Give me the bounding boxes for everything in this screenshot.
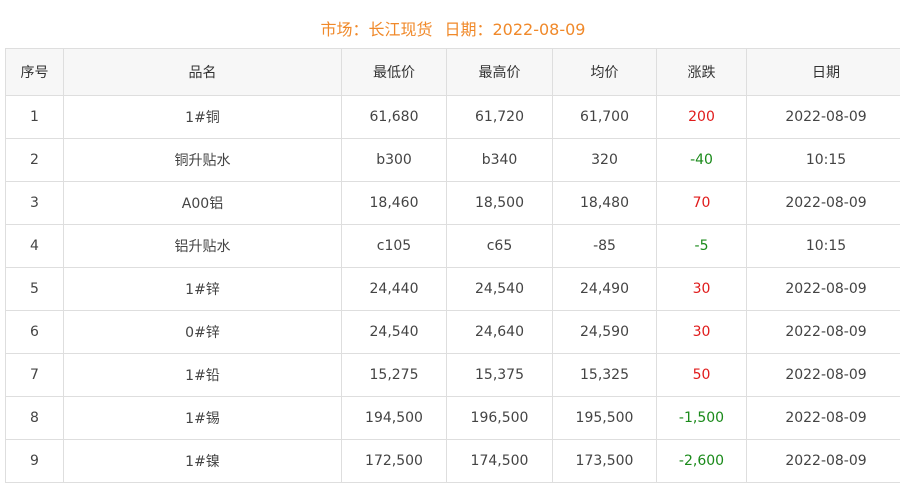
cell-change: 70 xyxy=(656,181,747,225)
cell-name: 铝升贴水 xyxy=(63,224,342,268)
column-header-name: 品名 xyxy=(63,48,342,96)
cell-date: 2022-08-09 xyxy=(746,310,900,354)
cell-date: 2022-08-09 xyxy=(746,396,900,440)
cell-index: 9 xyxy=(5,439,64,483)
cell-date: 2022-08-09 xyxy=(746,181,900,225)
cell-date: 2022-08-09 xyxy=(746,439,900,483)
cell-avg-price: 18,480 xyxy=(552,181,657,225)
cell-name: 铜升贴水 xyxy=(63,138,342,182)
cell-name: 1#铅 xyxy=(63,353,342,397)
cell-low-price: 15,275 xyxy=(341,353,447,397)
cell-change: 30 xyxy=(656,310,747,354)
table-row: 4 铝升贴水 c105 c65 -85 -5 10:15 xyxy=(5,224,900,268)
column-header-high-price: 最高价 xyxy=(446,48,553,96)
cell-name: 1#锌 xyxy=(63,267,342,311)
column-header-index: 序号 xyxy=(5,48,64,96)
cell-low-price: 24,540 xyxy=(341,310,447,354)
cell-date: 10:15 xyxy=(746,224,900,268)
cell-low-price: 18,460 xyxy=(341,181,447,225)
cell-avg-price: 15,325 xyxy=(552,353,657,397)
cell-date: 10:15 xyxy=(746,138,900,182)
cell-low-price: 61,680 xyxy=(341,95,447,139)
cell-name: 0#锌 xyxy=(63,310,342,354)
price-table: 序号 品名 最低价 最高价 均价 涨跌 日期 1 1#铜 61,680 61,720 61,700 2… xyxy=(5,48,900,483)
cell-index: 6 xyxy=(5,310,64,354)
cell-index: 7 xyxy=(5,353,64,397)
table-row: 9 1#镍 172,500 174,500 173,500 -2,600 2022-08-0… xyxy=(5,439,900,483)
cell-name: A00铝 xyxy=(63,181,342,225)
cell-low-price: 24,440 xyxy=(341,267,447,311)
table-row: 6 0#锌 24,540 24,640 24,590 30 2022-08-09 xyxy=(5,310,900,354)
cell-index: 2 xyxy=(5,138,64,182)
cell-index: 4 xyxy=(5,224,64,268)
table-row: 3 A00铝 18,460 18,500 18,480 70 2022-08-09 xyxy=(5,181,900,225)
cell-change: 30 xyxy=(656,267,747,311)
cell-change: 200 xyxy=(656,95,747,139)
cell-index: 3 xyxy=(5,181,64,225)
table-row: 1 1#铜 61,680 61,720 61,700 200 2022-08-09 xyxy=(5,95,900,139)
table-row: 7 1#铅 15,275 15,375 15,325 50 2022-08-09 xyxy=(5,353,900,397)
cell-avg-price: 24,490 xyxy=(552,267,657,311)
cell-high-price: 61,720 xyxy=(446,95,553,139)
cell-high-price: 196,500 xyxy=(446,396,553,440)
cell-date: 2022-08-09 xyxy=(746,353,900,397)
cell-avg-price: 173,500 xyxy=(552,439,657,483)
cell-index: 8 xyxy=(5,396,64,440)
cell-high-price: c65 xyxy=(446,224,553,268)
column-header-date: 日期 xyxy=(746,48,900,96)
table-row: 2 铜升贴水 b300 b340 320 -40 10:15 xyxy=(5,138,900,182)
cell-high-price: 174,500 xyxy=(446,439,553,483)
cell-change: -5 xyxy=(656,224,747,268)
cell-high-price: b340 xyxy=(446,138,553,182)
cell-low-price: b300 xyxy=(341,138,447,182)
market-label: 市场：长江现货 xyxy=(320,20,433,39)
cell-high-price: 24,640 xyxy=(446,310,553,354)
header-row: 序号 品名 最低价 最高价 均价 涨跌 日期 xyxy=(5,48,900,96)
cell-low-price: 194,500 xyxy=(341,396,447,440)
cell-high-price: 15,375 xyxy=(446,353,553,397)
page-title: 市场：长江现货 日期：2022-08-09 xyxy=(0,16,900,40)
date-label: 日期：2022-08-09 xyxy=(444,20,586,39)
table-row: 8 1#锡 194,500 196,500 195,500 -1,500 2022-08-0… xyxy=(5,396,900,440)
cell-avg-price: 320 xyxy=(552,138,657,182)
cell-change: 50 xyxy=(656,353,747,397)
cell-index: 1 xyxy=(5,95,64,139)
table-row: 5 1#锌 24,440 24,540 24,490 30 2022-08-09 xyxy=(5,267,900,311)
cell-avg-price: 195,500 xyxy=(552,396,657,440)
cell-name: 1#锡 xyxy=(63,396,342,440)
column-header-avg-price: 均价 xyxy=(552,48,657,96)
cell-avg-price: 24,590 xyxy=(552,310,657,354)
cell-high-price: 18,500 xyxy=(446,181,553,225)
cell-low-price: c105 xyxy=(341,224,447,268)
cell-name: 1#铜 xyxy=(63,95,342,139)
cell-index: 5 xyxy=(5,267,64,311)
column-header-change: 涨跌 xyxy=(656,48,747,96)
cell-date: 2022-08-09 xyxy=(746,267,900,311)
cell-high-price: 24,540 xyxy=(446,267,553,311)
cell-name: 1#镍 xyxy=(63,439,342,483)
cell-avg-price: -85 xyxy=(552,224,657,268)
cell-low-price: 172,500 xyxy=(341,439,447,483)
cell-avg-price: 61,700 xyxy=(552,95,657,139)
column-header-low-price: 最低价 xyxy=(341,48,447,96)
cell-date: 2022-08-09 xyxy=(746,95,900,139)
cell-change: -40 xyxy=(656,138,747,182)
cell-change: -2,600 xyxy=(656,439,747,483)
cell-change: -1,500 xyxy=(656,396,747,440)
